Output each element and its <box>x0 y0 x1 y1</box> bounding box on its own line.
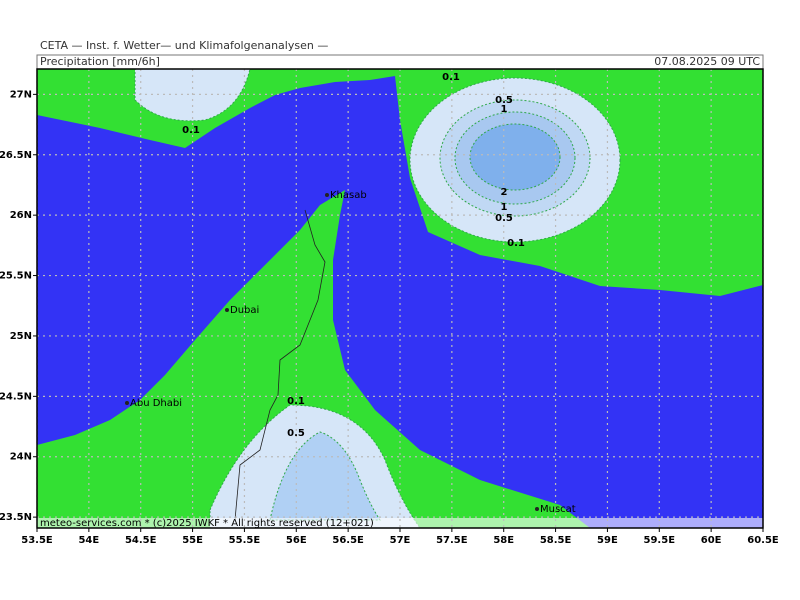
contour-label: 2 <box>501 187 508 198</box>
x-tick-label: 57.5E <box>436 535 468 546</box>
variable-label: Precipitation [mm/6h] <box>40 55 160 68</box>
contour-label: 0.5 <box>495 95 513 106</box>
contour-label: 0.1 <box>182 125 200 136</box>
sea <box>37 76 763 528</box>
y-tick-label: 23.5N <box>0 512 32 523</box>
valid-time: 07.08.2025 09 UTC <box>654 55 760 68</box>
contour-label: 0.5 <box>495 213 513 224</box>
y-tick-label: 25N <box>10 331 32 342</box>
city-dot <box>535 507 539 511</box>
y-tick-label: 27N <box>10 89 32 100</box>
x-tick-label: 59E <box>597 535 618 546</box>
precip-south-inner <box>269 431 381 521</box>
x-tick-label: 55E <box>182 535 203 546</box>
city-label: Abu Dhabi <box>130 398 182 409</box>
x-tick-label: 59.5E <box>644 535 676 546</box>
contour-label: 1 <box>501 104 508 115</box>
y-tick-label: 26.5N <box>0 150 32 161</box>
contour-label: 1 <box>501 202 508 213</box>
contour-label: 0.1 <box>442 72 460 83</box>
city-label: Muscat <box>540 504 576 515</box>
contour-label: 0.1 <box>287 396 305 407</box>
x-tick-label: 60.5E <box>747 535 779 546</box>
x-tick-label: 57E <box>390 535 411 546</box>
contour-label: 0.5 <box>287 428 305 439</box>
x-tick-label: 54E <box>78 535 99 546</box>
y-tick-label: 25.5N <box>0 271 32 282</box>
x-tick-label: 55.5E <box>229 535 261 546</box>
x-tick-label: 54.5E <box>125 535 157 546</box>
x-tick-label: 58.5E <box>540 535 572 546</box>
city-dot <box>325 193 329 197</box>
x-tick-label: 58E <box>493 535 514 546</box>
city-label: Dubai <box>230 305 259 316</box>
precip-east <box>409 77 621 243</box>
x-tick-label: 56E <box>286 535 307 546</box>
border <box>234 209 326 521</box>
x-tick-label: 60E <box>701 535 722 546</box>
city-dot <box>125 401 129 405</box>
y-tick-label: 26N <box>10 210 32 221</box>
city-label: Khasab <box>330 190 367 201</box>
footer-band <box>37 518 763 528</box>
city-dot <box>225 308 229 312</box>
y-tick-label: 24N <box>10 452 32 463</box>
contour-label: 0.1 <box>507 238 525 249</box>
x-tick-label: 53.5E <box>21 535 53 546</box>
footer: meteo-services.com * (c)2025 IWKF * All … <box>40 518 374 529</box>
y-tick-label: 24.5N <box>0 391 32 402</box>
map-frame <box>36 68 764 529</box>
x-tick-label: 56.5E <box>332 535 364 546</box>
map-overlay: 53.5E 54E 54.5E 55E 55.5E 56E 56.5E 57E 57.5E 58E… <box>0 69 779 546</box>
header-title: CETA — Inst. f. Wetter— und Klimafolgena… <box>40 39 328 52</box>
